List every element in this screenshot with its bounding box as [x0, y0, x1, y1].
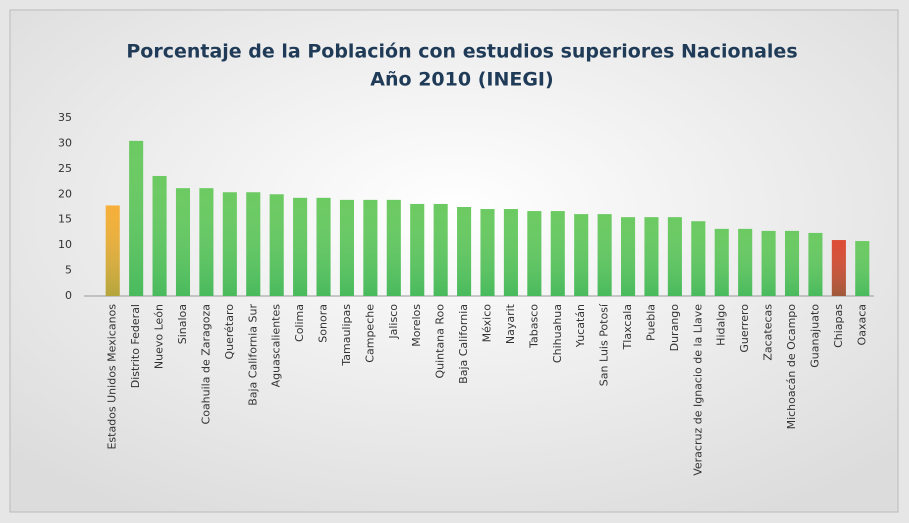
chart-title: Porcentaje de la Población con estudios …: [126, 41, 797, 63]
bar-shade: [363, 199, 378, 296]
x-tick-label: Morelos: [410, 304, 423, 347]
x-tick-label: Baja California Sur: [246, 304, 259, 406]
chart-subtitle: Año 2010 (INEGI): [370, 69, 553, 91]
bar-shade: [691, 221, 706, 296]
bar-shade: [644, 217, 659, 296]
bar-shade: [316, 197, 331, 296]
bar-shade: [410, 203, 425, 296]
x-tick-label: Sinaloa: [176, 304, 189, 344]
x-tick-label: Veracruz de Ignacio de la Llave: [691, 304, 704, 476]
y-tick-label: 35: [58, 111, 72, 124]
x-tick-label: Baja California: [457, 304, 470, 384]
bar-shade: [784, 230, 800, 296]
y-tick-label: 10: [58, 238, 72, 251]
bar-shade: [808, 232, 823, 296]
x-tick-label: Estados Unidos Mexicanos: [106, 304, 119, 450]
bar-shade: [480, 209, 495, 296]
bar-shade: [597, 214, 612, 296]
bar-shade: [738, 228, 753, 296]
x-tick-label: Tlaxcala: [621, 304, 634, 350]
x-tick-label: Nayarit: [504, 303, 517, 344]
bar-shade: [152, 175, 167, 296]
bar-shade: [199, 188, 214, 296]
y-tick-label: 0: [65, 289, 72, 302]
x-tick-label: Hidalgo: [715, 304, 728, 346]
bar-shade: [855, 241, 870, 296]
x-tick-label: Coahuila de Zaragoza: [199, 304, 212, 424]
bar-shade: [527, 211, 542, 296]
x-tick-label: Guanajuato: [808, 304, 821, 368]
bar-shade: [129, 140, 144, 296]
x-tick-label: Durango: [668, 304, 681, 352]
bar-shade: [503, 209, 518, 296]
x-tick-label: Guerrero: [738, 304, 751, 353]
x-tick-label: Tamaulipas: [340, 304, 353, 367]
bar-shade: [761, 230, 776, 296]
bar-shade: [339, 199, 354, 296]
bar-shade: [574, 214, 589, 296]
x-tick-label: Sonora: [317, 304, 330, 343]
bar-shade: [246, 192, 261, 296]
bar-shade: [457, 207, 472, 296]
bar-shade: [714, 228, 729, 296]
bar-shade: [175, 188, 191, 296]
x-tick-label: Colima: [293, 304, 306, 342]
x-tick-label: Oaxaca: [855, 304, 868, 345]
bar-shade: [386, 199, 401, 296]
bar-shade: [621, 217, 636, 296]
x-tick-label: Aguascalientes: [270, 304, 283, 388]
y-tick-label: 25: [58, 162, 72, 175]
y-tick-label: 30: [58, 136, 72, 149]
x-tick-label: Tabasco: [527, 304, 540, 349]
y-tick-label: 5: [65, 264, 72, 277]
x-tick-label: San Luis Potosí: [598, 303, 611, 386]
bar-shade: [105, 205, 120, 296]
bar-shade: [667, 217, 682, 296]
y-tick-label: 20: [58, 187, 72, 200]
x-tick-label: Chiapas: [832, 304, 845, 348]
bar-shade: [433, 203, 448, 296]
x-tick-label: Yucatán: [574, 304, 587, 348]
y-tick-label: 15: [58, 213, 72, 226]
x-tick-label: Querétaro: [223, 304, 236, 360]
x-tick-label: Michoacán de Ocampo: [785, 304, 798, 430]
x-tick-label: Nuevo León: [153, 304, 166, 369]
x-tick-label: Puebla: [644, 304, 657, 341]
x-tick-label: Quintana Roo: [434, 304, 447, 379]
bar-shade: [831, 240, 846, 296]
x-tick-label: Chihuahua: [551, 304, 564, 363]
bar-shade: [550, 211, 565, 296]
bar-shade: [269, 194, 284, 296]
bar-shade: [222, 192, 237, 296]
x-tick-label: Zacatecas: [762, 304, 775, 361]
x-tick-label: Jalisco: [387, 304, 400, 340]
x-tick-label: México: [481, 304, 494, 343]
x-tick-label: Campeche: [363, 304, 376, 363]
x-tick-label: Distrito Federal: [129, 304, 142, 388]
bar-shade: [293, 197, 308, 296]
